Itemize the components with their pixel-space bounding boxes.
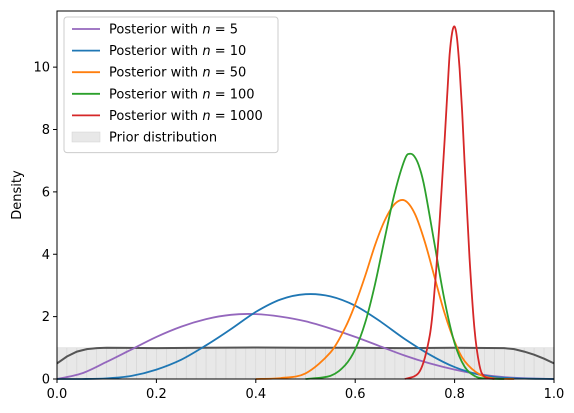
series-line-2 (56, 293, 555, 380)
x-tick-label: 1.0 (544, 387, 565, 402)
prior-bar (255, 347, 266, 380)
series-line-3 (255, 199, 515, 380)
x-tick-label: 0.2 (146, 387, 167, 402)
series-line-5 (404, 25, 495, 380)
y-tick-label: 6 (42, 185, 50, 200)
x-tick-label: 0.4 (245, 387, 266, 402)
y-axis-label: Density (10, 170, 25, 220)
prior-bar (434, 347, 445, 380)
prior-bar (335, 347, 346, 380)
x-tick-label: 0.0 (47, 387, 68, 402)
prior-kde-line (56, 346, 555, 365)
legend-label: Posterior with n = 100 (109, 87, 255, 102)
prior-bar (106, 347, 117, 380)
legend-label: Posterior with n = 1000 (109, 109, 263, 124)
prior-bar (265, 347, 276, 380)
prior-bar (146, 347, 157, 380)
legend-label: Posterior with n = 50 (109, 66, 246, 81)
prior-bar (364, 347, 376, 380)
axes-frame (56, 10, 555, 380)
legend-label: Posterior with n = 5 (109, 23, 238, 38)
prior-bar (494, 347, 505, 380)
y-tick-label: 10 (33, 61, 50, 76)
y-tick-label: 0 (42, 373, 50, 388)
prior-bar (215, 347, 227, 380)
prior-bar (176, 347, 187, 380)
prior-bar (225, 347, 237, 380)
prior-bar (533, 347, 545, 380)
prior-bar (285, 347, 296, 380)
prior-bar (305, 347, 316, 380)
legend-swatch (71, 131, 101, 143)
y-tick-label: 8 (42, 123, 50, 138)
prior-bar (275, 347, 286, 380)
prior-bar (384, 347, 396, 380)
y-tick-label: 4 (42, 248, 50, 263)
prior-bar (195, 347, 207, 380)
prior-bar (374, 347, 386, 380)
prior-bar (245, 347, 257, 380)
series-lines (56, 25, 555, 380)
legend: Posterior with n = 5 Posterior with n = 1… (63, 16, 279, 154)
x-tick-label: 0.8 (444, 387, 465, 402)
prior-bar (404, 347, 416, 380)
prior-bar (86, 347, 98, 380)
prior-bar (235, 347, 247, 380)
series-line-4 (305, 152, 505, 380)
prior-bar (513, 347, 525, 380)
prior-bar (354, 347, 366, 380)
prior-bar (504, 347, 515, 380)
x-tick-label: 0.6 (345, 387, 366, 402)
y-tick-label: 2 (42, 310, 50, 325)
prior-bar (484, 347, 495, 380)
legend-label: Prior distribution (109, 131, 217, 146)
prior-bar (205, 347, 217, 380)
legend-box (63, 16, 279, 154)
prior-bar (156, 347, 167, 380)
legend-label: Posterior with n = 10 (109, 44, 246, 59)
axis-ticks: 0.0 0.2 0.4 0.6 0.8 1.0 0 2 4 6 8 10 (33, 61, 564, 402)
